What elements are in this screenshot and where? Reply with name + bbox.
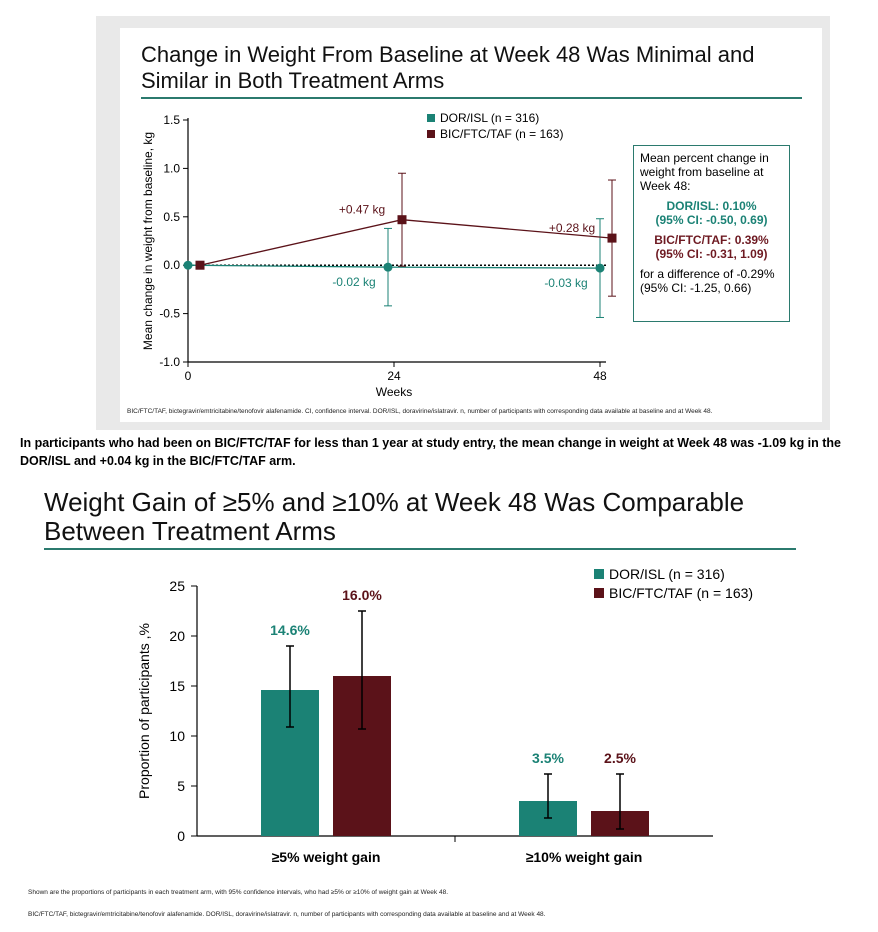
top-chart-title: Change in Weight From Baseline at Week 4… <box>141 42 755 93</box>
bottom-y-tick-label: 15 <box>169 678 185 694</box>
bic-data-label: +0.28 kg <box>549 221 595 235</box>
bic-bar-label: 16.0% <box>342 587 382 603</box>
top-x-axis-label: Weeks <box>376 385 412 399</box>
top-chart-footnote: BIC/FTC/TAF, bictegravir/emtricitabine/t… <box>127 408 713 415</box>
top-y-tick-label: -1.0 <box>159 355 180 369</box>
bottom-legend-swatch-dor <box>594 569 604 579</box>
bottom-y-tick-label: 25 <box>169 578 185 594</box>
bottom-legend-label-bic: BIC/FTC/TAF (n = 163) <box>609 585 753 601</box>
bic-data-label: +0.47 kg <box>339 203 385 217</box>
info-box-dor-ci: (95% CI: -0.50, 0.69) <box>655 213 768 227</box>
bottom-y-axis-label: Proportion of participants ,% <box>136 623 152 799</box>
bottom-x-tick-label: ≥5% weight gain <box>272 849 381 865</box>
dor-data-label: -0.03 kg <box>544 276 587 290</box>
bottom-y-tick-label: 0 <box>177 828 185 844</box>
percent-change-info-box: Mean percent change in weight from basel… <box>633 145 790 322</box>
dor-bar-label: 14.6% <box>270 622 310 638</box>
top-x-tick-label: 24 <box>387 369 401 383</box>
info-box-bic-ci: (95% CI: -0.31, 1.09) <box>655 247 768 261</box>
bic-data-point <box>397 215 407 225</box>
subgroup-note: In participants who had been on BIC/FTC/… <box>20 436 842 468</box>
dor-data-point <box>595 263 605 273</box>
bottom-legend-swatch-bic <box>594 588 604 598</box>
top-title-rule <box>141 97 802 99</box>
bic-data-point <box>195 260 205 270</box>
bottom-title-rule <box>44 548 796 550</box>
bottom-x-tick-label: ≥10% weight gain <box>526 849 643 865</box>
top-legend-label-bic: BIC/FTC/TAF (n = 163) <box>440 127 563 141</box>
info-box-intro: Mean percent change in weight from basel… <box>640 151 769 193</box>
bottom-y-tick-label: 20 <box>169 628 185 644</box>
top-legend-swatch-bic <box>427 130 435 138</box>
top-x-tick-label: 0 <box>185 369 192 383</box>
bottom-chart-footnote-2: BIC/FTC/TAF, bictegravir/emtricitabine/t… <box>28 911 546 918</box>
top-y-tick-label: 0.5 <box>163 210 180 224</box>
info-box-bic: BIC/FTC/TAF: 0.39% (95% CI: -0.31, 1.09) <box>640 233 783 261</box>
top-y-tick-label: 1.5 <box>163 113 180 127</box>
bottom-legend-label-dor: DOR/ISL (n = 316) <box>609 566 725 582</box>
dor-data-point <box>183 260 193 270</box>
dor-data-label: -0.02 kg <box>332 275 375 289</box>
top-y-tick-label: -0.5 <box>159 307 180 321</box>
bottom-chart-title: Weight Gain of ≥5% and ≥10% at Week 48 W… <box>44 487 745 546</box>
top-legend-swatch-dor <box>427 114 435 122</box>
dor-bar-label: 3.5% <box>532 750 564 766</box>
top-legend-label-dor: DOR/ISL (n = 316) <box>440 111 539 125</box>
bic-data-point <box>607 233 617 243</box>
info-box-dor: DOR/ISL: 0.10% (95% CI: -0.50, 0.69) <box>640 199 783 227</box>
bottom-y-tick-label: 5 <box>177 778 185 794</box>
info-box-dor-value: DOR/ISL: 0.10% <box>666 199 757 213</box>
info-box-difference: for a difference of -0.29% (95% CI: -1.2… <box>640 267 775 295</box>
bottom-chart-footnote-1: Shown are the proportions of participant… <box>28 889 448 896</box>
top-y-axis-label: Mean change in weight from baseline, kg <box>141 132 155 350</box>
info-box-bic-value: BIC/FTC/TAF: 0.39% <box>654 233 769 247</box>
dor-data-point <box>383 262 393 272</box>
top-y-tick-label: 1.0 <box>163 161 180 175</box>
bic-bar-label: 2.5% <box>604 750 636 766</box>
top-x-tick-label: 48 <box>593 369 607 383</box>
top-y-tick-label: 0.0 <box>163 258 180 272</box>
bottom-y-tick-label: 10 <box>169 728 185 744</box>
